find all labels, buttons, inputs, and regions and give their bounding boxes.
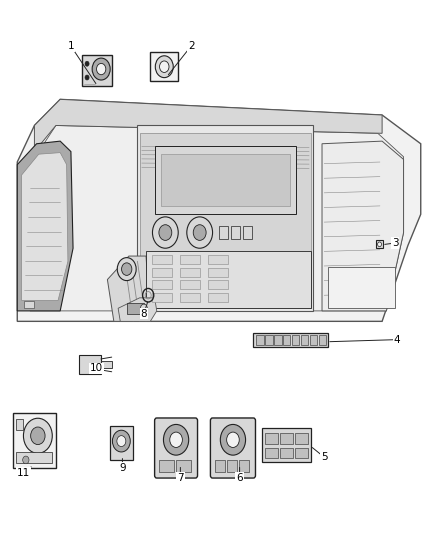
Bar (253, 333, 328, 348)
Bar (295, 448, 308, 458)
Polygon shape (30, 125, 403, 311)
Bar (180, 293, 200, 302)
Text: 3: 3 (392, 238, 398, 248)
FancyBboxPatch shape (210, 418, 255, 478)
Bar (101, 361, 112, 368)
Circle shape (226, 432, 239, 448)
Circle shape (31, 427, 45, 445)
Bar (176, 460, 191, 472)
Bar (24, 301, 35, 308)
Text: 6: 6 (236, 473, 243, 483)
Bar (265, 335, 272, 345)
Circle shape (117, 435, 126, 447)
Bar (180, 268, 200, 277)
Polygon shape (118, 298, 157, 321)
Text: 5: 5 (321, 452, 328, 462)
Bar (79, 356, 101, 374)
Bar (127, 303, 144, 313)
Bar (301, 335, 308, 345)
Polygon shape (21, 152, 68, 301)
FancyBboxPatch shape (155, 418, 198, 478)
Circle shape (220, 424, 246, 455)
Bar (265, 433, 278, 444)
Bar (318, 335, 326, 345)
Text: 1: 1 (67, 41, 74, 51)
Bar (231, 226, 240, 239)
Polygon shape (155, 147, 296, 214)
Bar (208, 280, 228, 289)
Bar (328, 266, 395, 308)
Bar (239, 460, 249, 472)
Bar (159, 460, 174, 472)
Circle shape (117, 257, 136, 280)
Circle shape (113, 430, 130, 452)
Bar (274, 335, 282, 345)
Bar (180, 255, 200, 264)
Bar (152, 255, 172, 264)
Bar (161, 154, 290, 206)
Bar (219, 226, 229, 239)
Circle shape (187, 217, 212, 248)
Circle shape (85, 61, 89, 66)
Bar (215, 460, 225, 472)
Text: 9: 9 (119, 463, 126, 473)
Polygon shape (17, 141, 73, 311)
Bar (243, 226, 252, 239)
Bar (295, 433, 308, 444)
Bar (292, 335, 300, 345)
Text: 8: 8 (141, 309, 147, 319)
Circle shape (141, 304, 147, 312)
Text: 11: 11 (17, 468, 30, 478)
Bar (208, 293, 228, 302)
Bar (152, 280, 172, 289)
Bar (283, 335, 290, 345)
Circle shape (159, 225, 172, 240)
Polygon shape (107, 256, 150, 321)
Circle shape (122, 263, 132, 276)
Bar (256, 335, 264, 345)
Bar (280, 433, 293, 444)
Text: 4: 4 (394, 335, 400, 345)
Circle shape (24, 418, 52, 454)
Bar (208, 255, 228, 264)
Bar (265, 448, 278, 458)
Polygon shape (17, 99, 421, 321)
Circle shape (23, 456, 29, 464)
Bar (13, 413, 56, 467)
Circle shape (92, 58, 110, 80)
Text: 2: 2 (188, 41, 194, 51)
Circle shape (163, 424, 189, 455)
Circle shape (152, 217, 178, 248)
Text: 10: 10 (90, 364, 103, 373)
Bar (376, 240, 383, 248)
Bar (16, 453, 53, 463)
Circle shape (193, 225, 206, 240)
Bar (227, 460, 237, 472)
Bar (280, 448, 293, 458)
Bar (180, 280, 200, 289)
Bar (81, 55, 112, 86)
Polygon shape (138, 125, 314, 311)
Bar (15, 419, 23, 430)
Circle shape (85, 75, 89, 80)
Bar (110, 426, 133, 460)
Text: 7: 7 (177, 473, 184, 483)
Bar (208, 268, 228, 277)
Bar (310, 335, 318, 345)
Circle shape (170, 432, 182, 448)
Polygon shape (322, 141, 403, 311)
Circle shape (96, 63, 106, 75)
Bar (152, 293, 172, 302)
Bar (150, 52, 178, 81)
Bar (262, 429, 311, 463)
Bar (152, 268, 172, 277)
Bar (146, 251, 311, 308)
Polygon shape (35, 99, 382, 151)
Polygon shape (140, 133, 311, 308)
Circle shape (159, 61, 169, 72)
Circle shape (155, 56, 173, 78)
Circle shape (378, 242, 381, 247)
